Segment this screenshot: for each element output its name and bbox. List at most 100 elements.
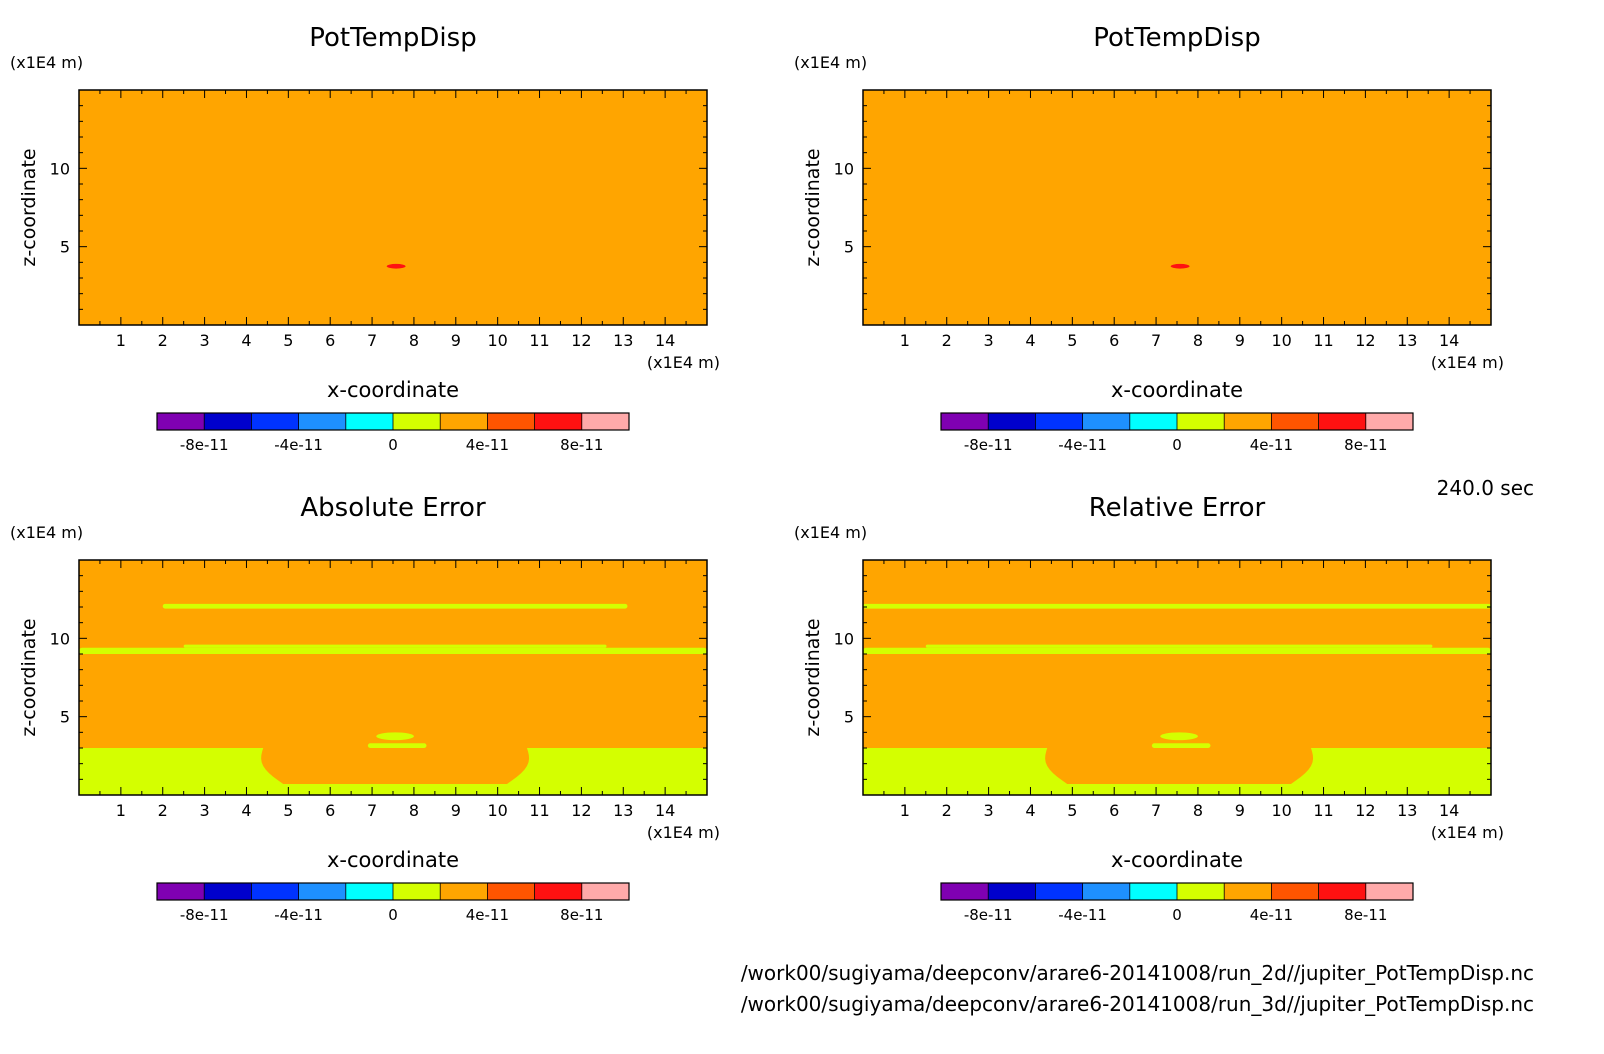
field-band [183, 644, 607, 648]
chart-title: Relative Error [1089, 493, 1266, 523]
x-tick-label: 12 [1355, 331, 1375, 350]
x-tick-label: 10 [1271, 801, 1291, 820]
colorbar-segment [440, 413, 488, 430]
x-tick-label: 1 [900, 331, 910, 350]
colorbar-segment [1224, 413, 1272, 430]
chart-panel-4: Relative Error(x1E4 m)1 2 3 4 5 6 7 8 9 10 11 12 13 1… [794, 493, 1504, 924]
x-tick-label: 14 [1439, 801, 1459, 820]
colorbar-segment [1224, 883, 1272, 900]
field-band [1151, 743, 1211, 748]
x-tick-label: 7 [367, 801, 377, 820]
x-tick-label: 3 [984, 801, 994, 820]
colorbar-segment [1129, 413, 1178, 430]
x-unit-label: (x1E4 m) [1431, 353, 1504, 372]
colorbar-segment [941, 883, 989, 900]
x-tick-label: 8 [1193, 331, 1203, 350]
colorbar-segment [157, 413, 205, 430]
x-tick-label: 7 [1151, 801, 1161, 820]
colorbar-tick-label: -8e-11 [180, 436, 229, 454]
colorbar-segment [581, 413, 630, 430]
field-band [863, 647, 1491, 654]
x-tick-label: 2 [942, 331, 952, 350]
x-tick-label: 10 [487, 801, 507, 820]
field-band [925, 644, 1433, 648]
colorbar-tick-label: -4e-11 [274, 906, 323, 924]
field-band [79, 647, 707, 654]
y-unit-label: (x1E4 m) [794, 523, 867, 542]
colorbar-segment [1035, 413, 1084, 430]
x-tick-label: 5 [283, 331, 293, 350]
x-tick-label: 2 [942, 801, 952, 820]
x-tick-label: 6 [325, 801, 335, 820]
colorbar-segment [534, 883, 583, 900]
colorbar-tick-label: 8e-11 [1344, 906, 1387, 924]
colorbar-tick-label: -4e-11 [1058, 906, 1107, 924]
x-tick-label: 11 [529, 801, 549, 820]
y-axis-label: z-coordinate [18, 148, 40, 266]
x-tick-label: 10 [487, 331, 507, 350]
y-unit-label: (x1E4 m) [10, 53, 83, 72]
x-tick-label: 3 [200, 331, 210, 350]
colorbar-segment [345, 883, 394, 900]
colorbar-segment [298, 413, 347, 430]
x-tick-label: 3 [200, 801, 210, 820]
chart-title: PotTempDisp [309, 23, 476, 53]
chart-panel-1: PotTempDisp(x1E4 m)1 2 3 4 5 6 7 8 9 10 11 12 13 1451… [10, 23, 720, 454]
colorbar-segment [298, 883, 347, 900]
colorbar-segment [988, 413, 1036, 430]
x-tick-label: 7 [367, 331, 377, 350]
x-tick-label: 13 [1397, 801, 1417, 820]
colorbar-segment [487, 883, 536, 900]
x-tick-label: 1 [116, 331, 126, 350]
y-unit-label: (x1E4 m) [10, 523, 83, 542]
y-tick-label: 5 [60, 238, 70, 257]
colorbar-segment [534, 413, 583, 430]
colorbar-segment [1082, 883, 1131, 900]
x-tick-label: 2 [158, 801, 168, 820]
x-tick-label: 13 [613, 801, 633, 820]
x-tick-label: 5 [1067, 331, 1077, 350]
colorbar-tick-label: 0 [1172, 906, 1182, 924]
colorbar-tick-label: -4e-11 [1058, 436, 1107, 454]
x-tick-label: 5 [283, 801, 293, 820]
colorbar-segment [204, 883, 252, 900]
field-band [863, 603, 1491, 609]
field-blob [1160, 732, 1198, 741]
colorbar-tick-label: -8e-11 [964, 436, 1013, 454]
x-tick-label: 4 [241, 801, 251, 820]
colorbar-segment [393, 413, 441, 430]
x-tick-label: 9 [451, 801, 461, 820]
time-label: 240.0 sec [1437, 476, 1534, 500]
colorbar-tick-label: 0 [1172, 436, 1182, 454]
x-unit-label: (x1E4 m) [647, 823, 720, 842]
x-tick-label: 1 [900, 801, 910, 820]
x-tick-label: 12 [571, 801, 591, 820]
plot-area [79, 90, 707, 325]
colorbar-tick-label: 8e-11 [560, 906, 603, 924]
field-background [863, 90, 1491, 325]
field-bottom-region [79, 748, 707, 795]
x-tick-label: 1 [116, 801, 126, 820]
colorbar-tick-label: 8e-11 [1344, 436, 1387, 454]
x-tick-label: 14 [1439, 331, 1459, 350]
field-band [367, 743, 427, 748]
colorbar-tick-label: 4e-11 [466, 436, 509, 454]
x-tick-label: 8 [409, 331, 419, 350]
y-tick-label: 10 [834, 629, 854, 648]
x-tick-label: 7 [1151, 331, 1161, 350]
y-tick-label: 10 [834, 159, 854, 178]
field-bottom-region [863, 748, 1491, 795]
colorbar-segment [1318, 883, 1367, 900]
x-tick-label: 11 [529, 331, 549, 350]
plot-area [863, 560, 1491, 795]
colorbar-tick-label: -8e-11 [964, 906, 1013, 924]
colorbar-segment [1365, 883, 1414, 900]
y-tick-label: 5 [60, 708, 70, 727]
x-unit-label: (x1E4 m) [647, 353, 720, 372]
colorbar-segment [251, 413, 300, 430]
x-tick-label: 4 [1025, 801, 1035, 820]
colorbar-segment [487, 413, 536, 430]
field-blob [1170, 263, 1190, 269]
field-background [79, 90, 707, 325]
